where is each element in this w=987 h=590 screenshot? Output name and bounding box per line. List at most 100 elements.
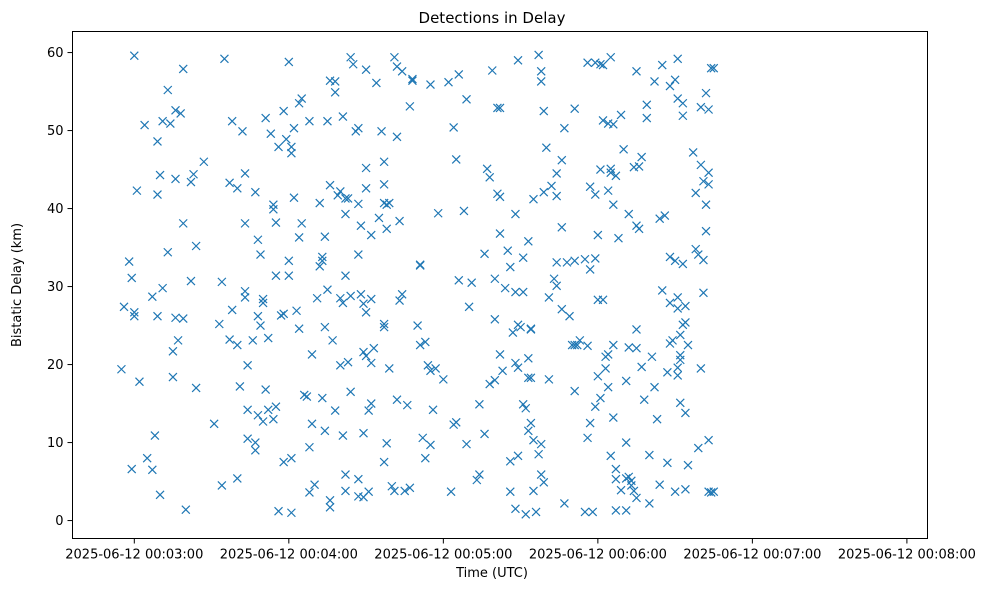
data-point-marker xyxy=(274,506,283,516)
data-point-marker xyxy=(371,78,381,88)
data-point-marker xyxy=(536,66,546,76)
data-point-marker xyxy=(526,373,536,383)
data-point-marker xyxy=(420,453,430,463)
data-point-marker xyxy=(523,426,533,436)
data-point-marker xyxy=(680,301,690,311)
data-point-marker xyxy=(428,405,438,415)
data-point-marker xyxy=(701,226,711,236)
data-point-marker xyxy=(338,112,348,121)
data-point-marker xyxy=(271,402,281,412)
data-point-marker xyxy=(598,60,608,70)
data-point-marker xyxy=(539,477,549,487)
data-point-marker xyxy=(217,481,227,490)
data-point-marker xyxy=(140,120,150,130)
data-point-marker xyxy=(673,293,683,302)
data-point-marker xyxy=(637,362,647,372)
data-point-marker xyxy=(384,198,394,208)
data-point-marker xyxy=(379,457,389,467)
data-point-marker xyxy=(431,364,441,373)
data-point-marker xyxy=(608,200,618,210)
data-point-marker xyxy=(624,472,634,482)
data-point-marker xyxy=(529,194,538,204)
data-point-marker xyxy=(616,110,626,120)
data-point-marker xyxy=(462,439,471,449)
data-point-marker xyxy=(454,69,464,79)
data-point-marker xyxy=(243,405,253,415)
data-point-marker xyxy=(227,305,237,315)
data-point-marker xyxy=(305,488,314,497)
data-point-marker xyxy=(673,371,683,380)
data-point-marker xyxy=(629,486,639,496)
y-tick-label: 40 xyxy=(47,202,64,217)
data-point-marker xyxy=(346,52,356,62)
data-point-marker xyxy=(356,221,366,231)
data-point-marker xyxy=(232,183,242,193)
data-point-marker xyxy=(621,505,631,515)
data-point-marker xyxy=(325,495,335,505)
data-point-marker xyxy=(279,106,289,116)
data-point-marker xyxy=(662,367,672,377)
data-point-marker xyxy=(305,442,314,452)
data-point-marker xyxy=(153,137,162,146)
data-point-marker xyxy=(572,340,582,350)
data-point-marker xyxy=(446,487,456,497)
data-point-marker xyxy=(536,439,546,449)
data-point-marker xyxy=(361,183,371,193)
data-point-marker xyxy=(608,119,618,129)
data-point-marker xyxy=(253,235,263,245)
data-point-marker xyxy=(289,193,299,203)
y-tick-label: 60 xyxy=(47,46,64,61)
data-point-marker xyxy=(444,77,453,87)
data-point-marker xyxy=(601,364,611,373)
data-point-marker xyxy=(670,487,680,497)
data-point-marker xyxy=(709,487,719,497)
data-point-marker xyxy=(683,460,693,470)
data-point-marker xyxy=(261,113,271,123)
data-point-marker xyxy=(590,190,600,199)
data-point-marker xyxy=(433,208,443,218)
data-point-marker xyxy=(523,373,533,383)
data-point-marker xyxy=(307,349,317,359)
y-axis: 0 10 20 30 40 50 60 xyxy=(47,46,73,529)
data-point-marker xyxy=(250,438,260,447)
data-point-marker xyxy=(171,174,180,184)
data-point-marker xyxy=(186,276,196,286)
data-point-marker xyxy=(426,440,435,450)
data-point-marker xyxy=(119,302,129,312)
data-point-marker xyxy=(397,289,407,299)
data-point-marker xyxy=(606,451,616,461)
data-point-marker xyxy=(549,274,559,284)
data-point-marker xyxy=(673,54,683,64)
data-point-marker xyxy=(451,154,461,164)
data-point-marker xyxy=(171,105,180,115)
data-point-marker xyxy=(418,433,428,443)
data-point-marker xyxy=(261,385,271,394)
data-point-marker xyxy=(266,129,276,139)
data-point-marker xyxy=(598,115,608,125)
data-point-marker xyxy=(596,393,605,403)
data-point-marker xyxy=(498,366,507,376)
data-point-marker xyxy=(688,147,698,157)
data-point-marker xyxy=(462,94,471,104)
data-point-marker xyxy=(253,311,263,321)
data-point-marker xyxy=(523,236,533,246)
data-point-marker xyxy=(603,186,613,196)
data-point-marker xyxy=(706,488,716,497)
data-point-marker xyxy=(250,187,260,197)
data-point-marker xyxy=(129,311,139,321)
data-point-marker xyxy=(240,286,250,296)
data-point-marker xyxy=(490,274,500,284)
data-point-marker xyxy=(374,213,384,223)
data-point-marker xyxy=(129,51,139,61)
data-point-marker xyxy=(353,123,363,133)
data-point-marker xyxy=(596,59,605,69)
data-point-marker xyxy=(310,480,320,490)
data-point-marker xyxy=(415,261,425,270)
data-point-marker xyxy=(315,261,325,271)
data-point-marker xyxy=(590,254,600,263)
data-point-marker xyxy=(480,429,489,439)
data-point-marker xyxy=(706,63,716,73)
data-point-marker xyxy=(384,364,394,373)
data-point-marker xyxy=(608,340,618,350)
data-point-marker xyxy=(214,319,224,329)
